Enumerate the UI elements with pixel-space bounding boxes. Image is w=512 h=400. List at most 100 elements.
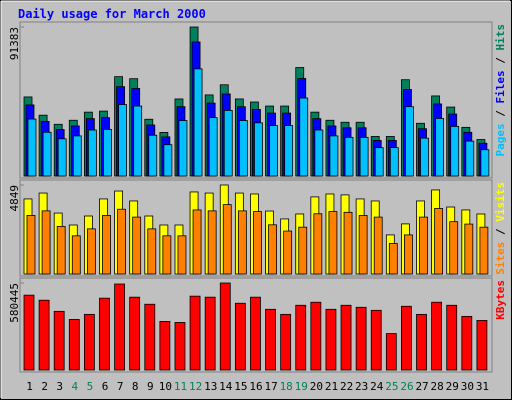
bar <box>450 126 460 177</box>
bar <box>163 144 173 177</box>
x-tick-label: 15 <box>234 380 247 393</box>
legend-separator: / <box>494 222 507 242</box>
legend-entry: Hits <box>494 24 507 51</box>
bar <box>86 228 96 275</box>
bar <box>38 299 50 371</box>
bar <box>208 117 218 177</box>
x-tick-label: 5 <box>87 380 94 393</box>
bar <box>57 138 67 177</box>
bar <box>479 226 489 275</box>
bar <box>192 209 202 275</box>
bar <box>314 129 324 177</box>
x-tick-label: 12 <box>189 380 202 393</box>
bar <box>207 210 217 275</box>
bar <box>102 215 111 275</box>
bar <box>68 319 80 371</box>
bar <box>265 308 276 371</box>
legend-separator: / <box>494 104 507 124</box>
bar <box>344 136 354 177</box>
x-tick-label: 20 <box>310 380 323 393</box>
bar <box>117 208 126 275</box>
x-tick-label: 7 <box>117 380 124 393</box>
x-tick-label: 30 <box>461 380 474 393</box>
y-tick-label: 580445 <box>8 283 21 323</box>
x-tick-label: 21 <box>325 380 338 393</box>
bar <box>144 303 156 371</box>
bar <box>254 122 263 177</box>
bar <box>178 120 188 177</box>
bar <box>148 134 158 177</box>
bar <box>72 135 82 177</box>
bar <box>416 313 427 371</box>
bar <box>313 213 323 275</box>
bar <box>310 301 322 371</box>
bar <box>359 136 369 177</box>
bar <box>71 235 81 275</box>
bar <box>299 97 309 177</box>
bar <box>370 309 382 371</box>
bar <box>250 296 261 371</box>
x-tick-label: 4 <box>72 380 79 393</box>
bar <box>328 211 338 275</box>
bar <box>129 296 141 371</box>
bar <box>435 118 445 177</box>
legend-entry: Sites <box>494 242 507 275</box>
bar <box>405 106 414 177</box>
x-tick-label: 9 <box>147 380 154 393</box>
bar <box>177 235 187 275</box>
bar <box>53 310 65 371</box>
y-tick-label: 4849 <box>8 185 21 212</box>
x-tick-label: 29 <box>446 380 459 393</box>
bar <box>26 215 36 275</box>
bar <box>325 308 337 371</box>
legend-entry: Files <box>494 70 507 103</box>
x-tick-label: 24 <box>370 380 384 393</box>
bar <box>204 296 216 371</box>
bar <box>56 226 66 275</box>
bar <box>329 135 339 177</box>
x-tick-label: 31 <box>476 380 489 393</box>
bar <box>222 204 232 275</box>
bar <box>284 125 294 177</box>
bar <box>41 210 51 275</box>
bar <box>280 313 292 371</box>
bar <box>355 306 367 371</box>
bar <box>219 282 231 371</box>
chart-title: Daily usage for March 2000 <box>18 7 206 21</box>
bar <box>465 140 475 177</box>
legend-entry: Pages <box>494 123 507 156</box>
bar <box>298 226 308 275</box>
bar <box>480 149 490 177</box>
bar <box>189 295 201 371</box>
legend: Pages / Files / Hits <box>494 24 507 157</box>
x-tick-label: 2 <box>41 380 48 393</box>
x-tick-label: 19 <box>295 380 308 393</box>
x-tick-label: 28 <box>431 380 444 393</box>
bar <box>253 211 262 275</box>
bar <box>431 301 443 371</box>
bar <box>223 110 233 177</box>
x-tick-label: 27 <box>415 380 428 393</box>
bar <box>159 321 171 371</box>
bar <box>464 223 474 275</box>
y-tick-label: 91383 <box>8 27 21 60</box>
x-tick-label: 14 <box>219 380 233 393</box>
bar <box>358 215 368 275</box>
legend-entry: Visits <box>494 182 507 222</box>
bar <box>388 243 398 275</box>
x-tick-label: 10 <box>159 380 172 393</box>
bar <box>42 131 52 177</box>
x-tick-label: 16 <box>249 380 262 393</box>
bar <box>449 221 459 275</box>
x-tick-label: 3 <box>56 380 63 393</box>
bar <box>389 147 399 177</box>
bar <box>133 105 143 177</box>
bar <box>268 224 277 275</box>
x-tick-label: 23 <box>355 380 368 393</box>
x-tick-label: 18 <box>280 380 293 393</box>
bar <box>476 320 488 371</box>
x-tick-label: 13 <box>204 380 217 393</box>
bar <box>419 216 428 275</box>
bar <box>238 120 248 177</box>
